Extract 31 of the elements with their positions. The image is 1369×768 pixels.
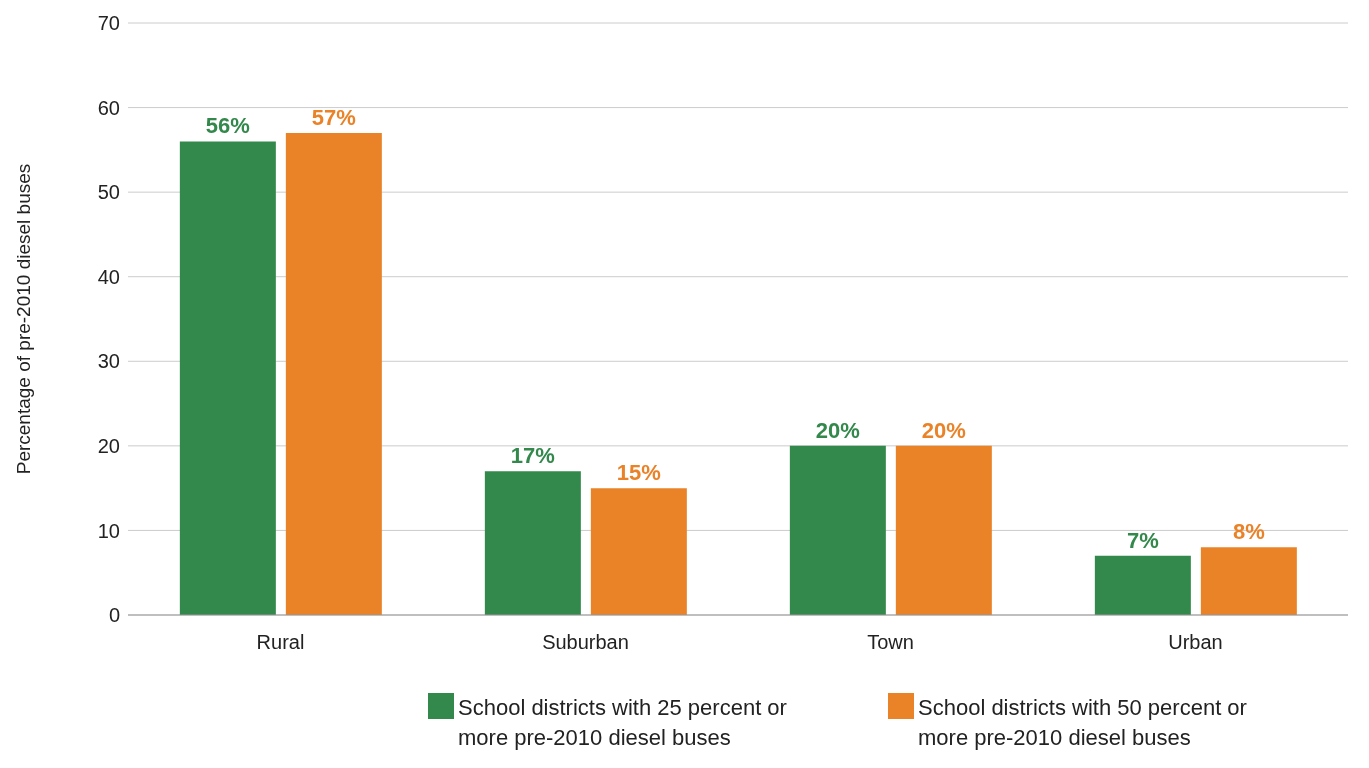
y-tick-label: 60 [97, 96, 120, 119]
data-label: 20% [815, 417, 860, 443]
data-label: 8% [1232, 519, 1265, 545]
y-tick-label: 0 [108, 604, 120, 627]
bar [789, 445, 886, 615]
bar [590, 488, 687, 615]
data-label: 7% [1126, 527, 1159, 553]
data-label: 57% [311, 104, 356, 130]
data-label: 15% [616, 460, 661, 486]
bar [484, 471, 581, 615]
bar [1094, 555, 1191, 615]
data-label: 20% [921, 417, 966, 443]
data-label: 56% [205, 113, 250, 139]
bar [285, 132, 382, 615]
data-label: 17% [510, 443, 555, 469]
y-tick-label: 10 [97, 519, 120, 542]
bar [1200, 547, 1297, 615]
y-axis-title: Percentage of pre-2010 diesel buses [12, 163, 34, 475]
x-tick-label: Urban [1168, 631, 1223, 654]
legend-label: School districts with 50 percent or more pre-2010 diesel buses [918, 694, 1248, 752]
bar [895, 445, 992, 615]
bar [179, 141, 276, 615]
x-tick-label: Rural [256, 631, 305, 654]
y-tick-label: 70 [97, 12, 120, 35]
x-tick-label: Town [867, 631, 914, 654]
x-tick-label: Suburban [542, 631, 629, 654]
y-tick-label: 40 [97, 265, 120, 288]
y-tick-label: 20 [97, 434, 120, 457]
legend-label: School districts with 25 percent or more pre-2010 diesel buses [458, 694, 788, 752]
y-tick-label: 30 [97, 350, 120, 373]
y-tick-label: 50 [97, 181, 120, 204]
